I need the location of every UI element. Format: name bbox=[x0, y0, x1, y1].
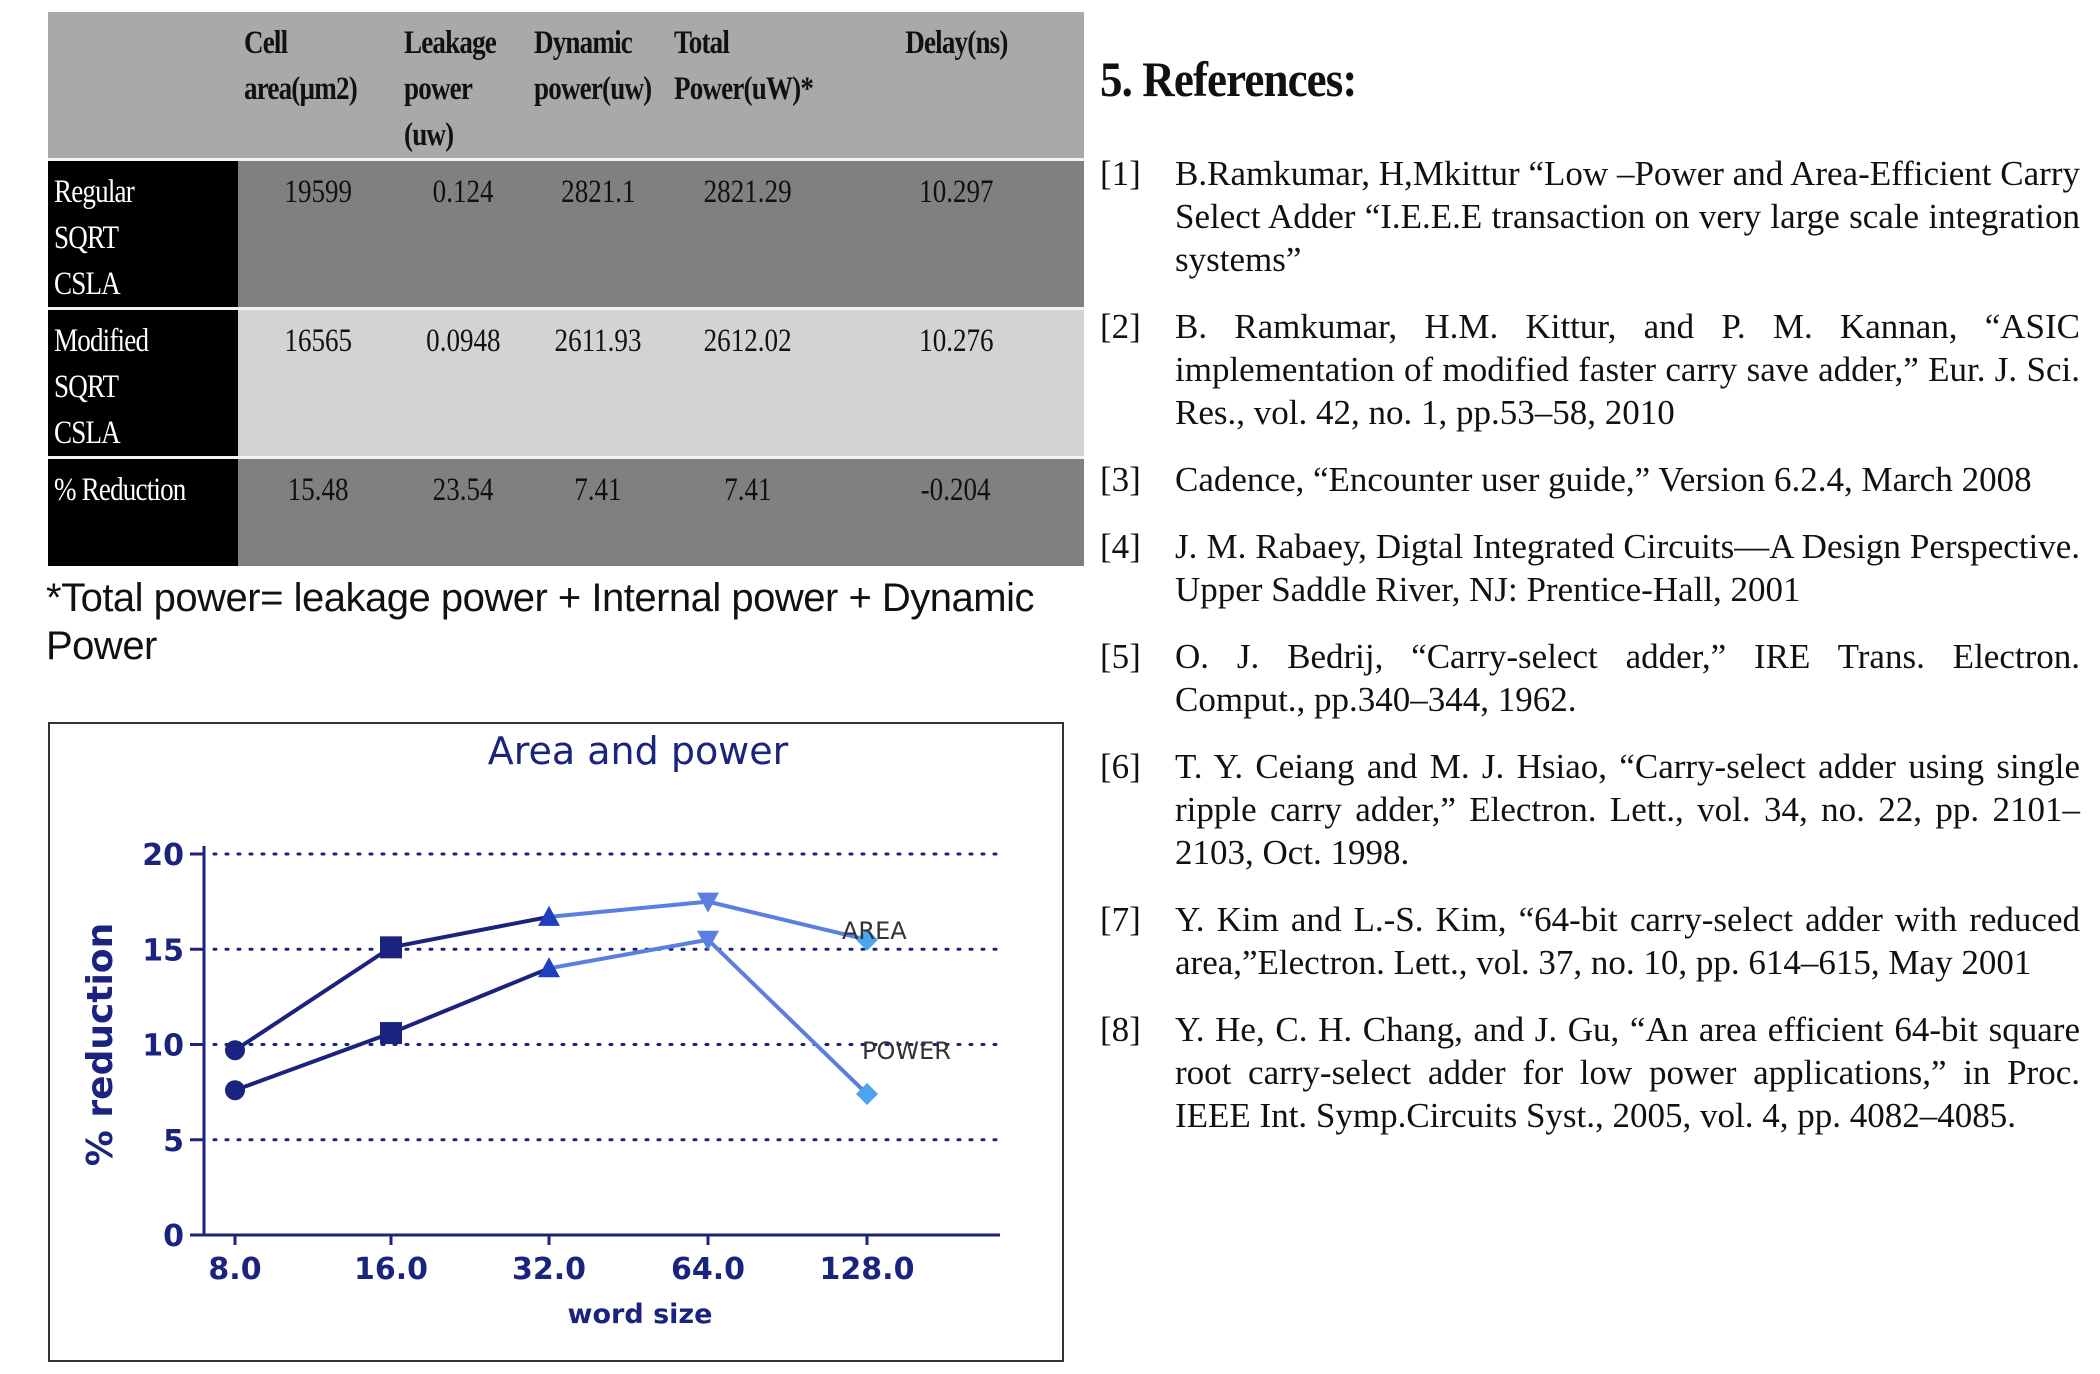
reference-item: [6] T. Y. Ceiang and M. J. Hsiao, “Carry-… bbox=[1100, 745, 2080, 874]
references-heading: 5. References: bbox=[1100, 51, 1357, 107]
reference-number: [5] bbox=[1100, 637, 1141, 676]
table-footnote: *Total power= leakage power + Internal p… bbox=[46, 576, 1035, 668]
x-tick-label: 128.0 bbox=[820, 1252, 915, 1287]
data-point-area bbox=[380, 936, 402, 959]
reference-item: [1] B.Ramkumar, H,Mkittur “Low –Power and… bbox=[1100, 152, 2080, 281]
references-section: 5. References: [1] B.Ramkumar, H,Mkittur … bbox=[1100, 50, 2080, 1161]
table-cell: 10.297 bbox=[828, 158, 1084, 309]
table-cell: 0.124 bbox=[398, 158, 528, 309]
data-point-power bbox=[856, 1083, 878, 1106]
series-line-area bbox=[707, 899, 868, 942]
table-cell: 16565 bbox=[238, 307, 398, 458]
y-axis-label: % reduction bbox=[80, 923, 121, 1166]
table-cell: 23.54 bbox=[398, 456, 528, 566]
table-cell: 7.41 bbox=[668, 456, 828, 566]
series-line-power bbox=[234, 1031, 392, 1093]
reference-item: [8] Y. He, C. H. Chang, and J. Gu, “An ar… bbox=[1100, 1008, 2080, 1137]
table-cell: 15.48 bbox=[238, 456, 398, 566]
data-point-area bbox=[856, 928, 878, 951]
references-list: [1] B.Ramkumar, H,Mkittur “Low –Power and… bbox=[1100, 152, 2080, 1137]
series-line-area bbox=[233, 945, 393, 1052]
x-tick-label: 32.0 bbox=[512, 1252, 586, 1287]
table-header-cell-area: Cell area(µm2) bbox=[238, 12, 398, 160]
table-row: Modified SQRT CSLA 16565 0.0948 2611.93 … bbox=[48, 307, 1084, 458]
table-cell: 2612.02 bbox=[668, 307, 828, 458]
table-cell: 19599 bbox=[238, 158, 398, 309]
table-row: % Reduction 15.48 23.54 7.41 7.41 -0.204 bbox=[48, 456, 1084, 566]
data-point-area bbox=[538, 905, 560, 926]
chart-title: Area and power bbox=[488, 729, 789, 773]
chart-svg: Area and power 0 5 10 15 20 8.0 16.0 32.0 64.0 128… bbox=[80, 729, 1002, 1330]
table-header-total-power: Total Power(uW)* bbox=[668, 12, 828, 160]
reference-text: J. M. Rabaey, Digtal Integrated Circuits… bbox=[1175, 527, 2080, 609]
y-tick-label: 10 bbox=[142, 1029, 184, 1064]
reference-number: [7] bbox=[1100, 900, 1141, 939]
table-row-label: % Reduction bbox=[48, 456, 238, 566]
series-line-area bbox=[548, 899, 709, 919]
reference-number: [6] bbox=[1100, 747, 1141, 786]
table-cell: 10.276 bbox=[828, 307, 1084, 458]
series-line-power bbox=[390, 966, 550, 1035]
table-row: Regular SQRT CSLA 19599 0.124 2821.1 282… bbox=[48, 158, 1084, 309]
data-point-power bbox=[697, 930, 719, 951]
reference-number: [3] bbox=[1100, 460, 1141, 499]
area-power-chart: Area and power 0 5 10 15 20 8.0 16.0 32.0 64.0 128… bbox=[48, 722, 1064, 1362]
results-table-container: Cell area(µm2) Leakage power (uw) Dynami… bbox=[48, 12, 1084, 566]
reference-number: [8] bbox=[1100, 1010, 1141, 1049]
reference-number: [1] bbox=[1100, 154, 1141, 193]
reference-item: [2] B. Ramkumar, H.M. Kittur, and P. M. K… bbox=[1100, 305, 2080, 434]
table-cell: 7.41 bbox=[528, 456, 668, 566]
y-tick-label: 15 bbox=[142, 933, 184, 968]
reference-item: [5] O. J. Bedrij, “Carry-select adder,” I… bbox=[1100, 635, 2080, 721]
y-tick-label: 5 bbox=[163, 1124, 184, 1159]
reference-item: [4] J. M. Rabaey, Digtal Integrated Circu… bbox=[1100, 525, 2080, 611]
reference-number: [4] bbox=[1100, 527, 1141, 566]
reference-number: [2] bbox=[1100, 307, 1141, 346]
results-table: Cell area(µm2) Leakage power (uw) Dynami… bbox=[48, 12, 1084, 566]
x-tick-label: 8.0 bbox=[208, 1252, 261, 1287]
data-point-power bbox=[538, 957, 560, 978]
x-tick-label: 16.0 bbox=[354, 1252, 428, 1287]
reference-text: O. J. Bedrij, “Carry-select adder,” IRE … bbox=[1175, 637, 2080, 719]
table-header-dynamic-power: Dynamic power(uw) bbox=[528, 12, 668, 160]
data-point-area bbox=[697, 892, 719, 913]
table-cell: 0.0948 bbox=[398, 307, 528, 458]
table-cell: 2821.1 bbox=[528, 158, 668, 309]
table-header-row: Cell area(µm2) Leakage power (uw) Dynami… bbox=[48, 12, 1084, 160]
reference-text: Y. Kim and L.-S. Kim, “64-bit carry-sele… bbox=[1175, 900, 2080, 982]
y-tick-label: 0 bbox=[163, 1219, 184, 1254]
table-header-delay: Delay(ns) bbox=[828, 12, 1084, 160]
series-line-area bbox=[390, 914, 550, 950]
reference-text: Y. He, C. H. Chang, and J. Gu, “An area … bbox=[1175, 1010, 2080, 1135]
reference-text: Cadence, “Encounter user guide,” Version… bbox=[1175, 460, 2032, 499]
data-point-power bbox=[380, 1022, 402, 1045]
series-label-power: POWER bbox=[862, 1037, 951, 1065]
x-axis-label: word size bbox=[568, 1299, 713, 1330]
x-tick-label: 64.0 bbox=[671, 1252, 745, 1287]
series-line-power bbox=[706, 938, 869, 1096]
reference-text: B.Ramkumar, H,Mkittur “Low –Power and Ar… bbox=[1175, 154, 2080, 279]
series-label-area: AREA bbox=[842, 917, 907, 945]
table-row-label: Regular SQRT CSLA bbox=[48, 158, 238, 309]
table-cell: -0.204 bbox=[828, 456, 1084, 566]
table-header-leakage-power: Leakage power (uw) bbox=[398, 12, 528, 160]
reference-text: B. Ramkumar, H.M. Kittur, and P. M. Kann… bbox=[1175, 307, 2080, 432]
data-point-area bbox=[225, 1040, 245, 1061]
table-row-label: Modified SQRT CSLA bbox=[48, 307, 238, 458]
table-header-corner bbox=[48, 12, 238, 160]
reference-text: T. Y. Ceiang and M. J. Hsiao, “Carry-sel… bbox=[1175, 747, 2080, 872]
reference-item: [3] Cadence, “Encounter user guide,” Vers… bbox=[1100, 458, 2080, 501]
series-line-power bbox=[548, 937, 709, 971]
data-point-power bbox=[225, 1080, 245, 1101]
reference-item: [7] Y. Kim and L.-S. Kim, “64-bit carry-s… bbox=[1100, 898, 2080, 984]
y-tick-label: 20 bbox=[142, 838, 184, 873]
table-cell: 2611.93 bbox=[528, 307, 668, 458]
table-cell: 2821.29 bbox=[668, 158, 828, 309]
